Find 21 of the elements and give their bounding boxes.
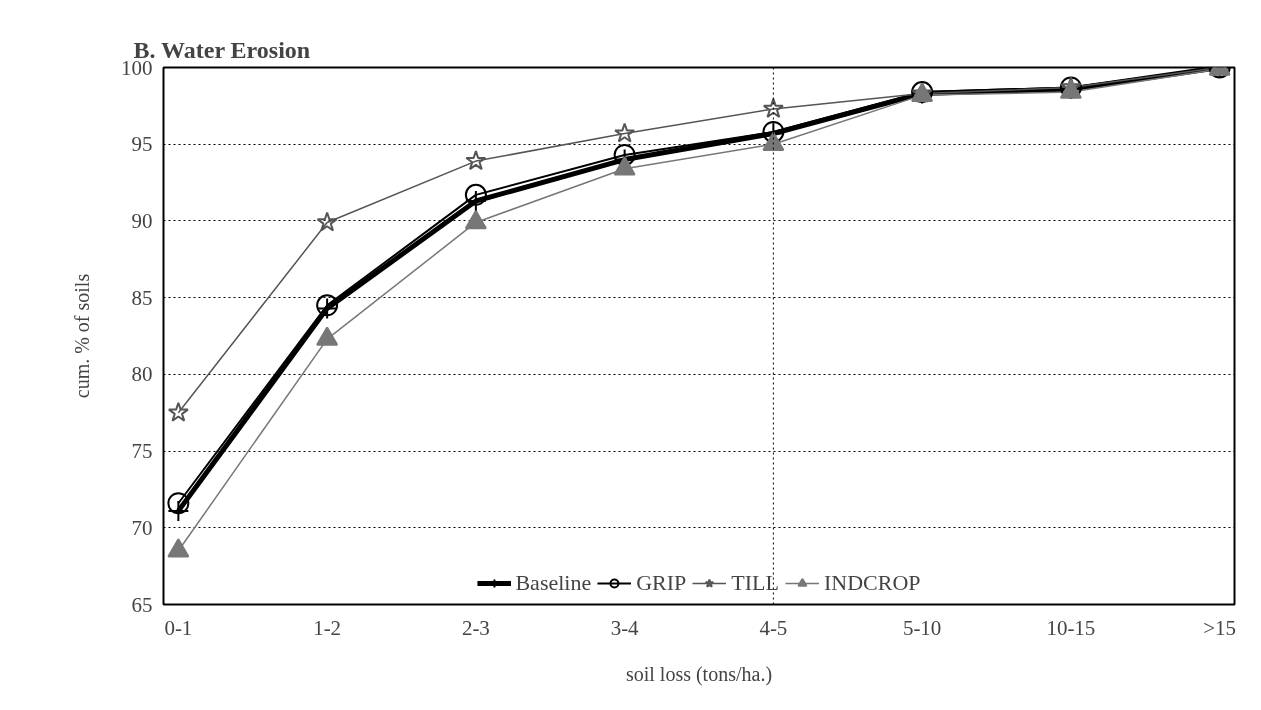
y-tick-label: 65	[131, 592, 153, 617]
x-tick-label: 2-3	[461, 615, 490, 640]
x-tick-label: 3-4	[610, 615, 640, 640]
y-tick-label: 80	[131, 362, 153, 387]
y-tick-label: 90	[131, 208, 153, 233]
y-tick-label: 95	[131, 132, 153, 157]
legend-label: INDCROP	[823, 570, 921, 596]
y-axis-title: cum. % of soils	[71, 273, 93, 399]
x-axis-title: soil loss (tons/ha.)	[625, 662, 773, 686]
legend-label: TILL	[731, 570, 779, 596]
y-tick-label: 75	[131, 439, 153, 464]
y-tick-label: 85	[131, 285, 153, 310]
legend-label: Baseline	[515, 570, 592, 596]
x-tick-label: 0-1	[164, 615, 193, 640]
y-tick-label: 70	[131, 515, 153, 540]
x-tick-label: 10-15	[1046, 615, 1096, 640]
x-tick-label: 4-5	[759, 615, 788, 640]
legend-label: GRIP	[636, 570, 687, 596]
x-tick-label: 1-2	[313, 615, 342, 640]
x-tick-label: >15	[1203, 615, 1237, 640]
x-tick-label: 5-10	[902, 615, 942, 640]
